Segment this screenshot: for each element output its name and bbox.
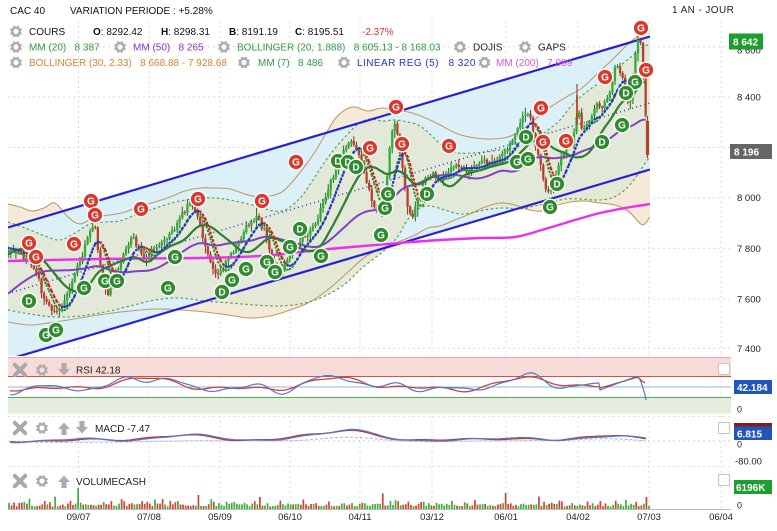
- svg-text:G: G: [562, 137, 570, 148]
- svg-text:-80.00: -80.00: [735, 457, 762, 468]
- svg-text:05/09: 05/09: [208, 512, 232, 523]
- svg-text:D: D: [423, 190, 430, 201]
- svg-text:G: G: [52, 326, 60, 337]
- svg-text:09/07: 09/07: [67, 512, 91, 523]
- svg-text:04/11: 04/11: [348, 512, 371, 523]
- svg-text:G: G: [70, 240, 78, 251]
- svg-text:G: G: [80, 284, 88, 295]
- svg-text:G: G: [366, 144, 374, 155]
- svg-text:MM (7) 8 486: MM (7) 8 486: [258, 58, 323, 69]
- svg-text:04/02: 04/02: [566, 512, 590, 523]
- svg-text:07/08: 07/08: [137, 512, 161, 523]
- svg-text:G: G: [377, 231, 385, 242]
- svg-text:G: G: [392, 103, 400, 114]
- svg-text:1 AN - JOUR: 1 AN - JOUR: [672, 5, 734, 16]
- svg-text:DOJIS: DOJIS: [473, 43, 503, 54]
- svg-text:GAPS: GAPS: [538, 43, 566, 54]
- svg-text:D: D: [218, 288, 225, 299]
- svg-text:8 196: 8 196: [734, 148, 759, 159]
- svg-text:G: G: [228, 276, 236, 287]
- svg-text:LINEAR REG (5) 8 320: LINEAR REG (5) 8 320: [357, 58, 476, 69]
- svg-text:0: 0: [737, 501, 742, 511]
- svg-text:D: D: [598, 138, 605, 149]
- svg-text:G: G: [258, 197, 266, 208]
- svg-text:03/12: 03/12: [420, 512, 444, 523]
- svg-text:7 400: 7 400: [737, 344, 761, 355]
- svg-text:G: G: [631, 78, 639, 89]
- svg-text:06/01: 06/01: [494, 512, 518, 523]
- svg-text:D: D: [296, 225, 303, 236]
- svg-text:G: G: [271, 268, 279, 279]
- svg-text:-2.37%: -2.37%: [362, 27, 394, 38]
- svg-text:06/10: 06/10: [278, 512, 302, 523]
- svg-text:8 400: 8 400: [737, 92, 761, 103]
- svg-text:42.184: 42.184: [737, 383, 768, 394]
- svg-text:MM (50) 8 265: MM (50) 8 265: [133, 43, 204, 54]
- svg-text:06/04: 06/04: [709, 512, 733, 523]
- svg-text:G: G: [317, 252, 325, 263]
- svg-text:MM (20) 8 387: MM (20) 8 387: [29, 43, 100, 54]
- svg-text:G: G: [32, 253, 40, 264]
- svg-text:G: G: [137, 205, 145, 216]
- svg-text:6196K: 6196K: [736, 483, 766, 494]
- svg-text:BOLLINGER (20, 1.888) 8 605.: BOLLINGER (20, 1.888) 8 605.13 - 8 168.0…: [237, 43, 441, 54]
- svg-text:0: 0: [737, 405, 742, 415]
- svg-text:D: D: [25, 297, 32, 308]
- svg-text:VARIATION PERIODE : +5.28%: VARIATION PERIODE : +5.28%: [70, 6, 213, 17]
- svg-text:G: G: [539, 138, 547, 149]
- svg-text:G: G: [171, 253, 179, 264]
- svg-text:7 800: 7 800: [737, 244, 761, 255]
- svg-text:G: G: [87, 197, 95, 208]
- svg-text:H: 8298.31: H: 8298.31: [161, 27, 210, 38]
- svg-text:G: G: [398, 140, 406, 151]
- svg-text:7 600: 7 600: [737, 294, 761, 305]
- svg-text:G: G: [91, 211, 99, 222]
- svg-text:G: G: [546, 203, 554, 214]
- svg-text:G: G: [601, 73, 609, 84]
- svg-text:G: G: [381, 204, 389, 215]
- svg-text:C: 8195.51: C: 8195.51: [295, 27, 344, 38]
- svg-text:G: G: [25, 239, 33, 250]
- svg-text:G: G: [113, 277, 121, 288]
- svg-text:G: G: [242, 265, 250, 276]
- svg-text:G: G: [537, 104, 545, 115]
- svg-text:07/03: 07/03: [637, 512, 661, 523]
- svg-text:G: G: [292, 158, 300, 169]
- svg-text:B: 8191.19: B: 8191.19: [229, 27, 278, 38]
- svg-text:O: 8292.42: O: 8292.42: [93, 27, 143, 38]
- svg-text:G: G: [164, 284, 172, 295]
- svg-text:0: 0: [737, 440, 742, 450]
- svg-text:G: G: [445, 142, 453, 153]
- svg-text:8 642: 8 642: [733, 38, 758, 49]
- svg-text:BOLLINGER (30, 2.33) 8 668.8: BOLLINGER (30, 2.33) 8 668.88 - 7 928.68: [29, 58, 227, 69]
- svg-text:VOLUMECASH: VOLUMECASH: [76, 477, 146, 488]
- svg-text:8 000: 8 000: [737, 193, 761, 204]
- svg-text:G: G: [101, 277, 109, 288]
- svg-text:MM (200) 7 989: MM (200) 7 989: [496, 58, 573, 69]
- svg-text:RSI 42.18: RSI 42.18: [76, 366, 121, 377]
- svg-text:D: D: [622, 89, 629, 100]
- svg-text:D: D: [352, 163, 359, 174]
- svg-text:D: D: [553, 180, 560, 191]
- svg-text:G: G: [642, 66, 650, 77]
- svg-text:G: G: [384, 190, 392, 201]
- svg-text:D: D: [522, 133, 529, 144]
- svg-text:G: G: [618, 121, 626, 132]
- svg-text:G: G: [286, 243, 294, 254]
- svg-text:G: G: [524, 155, 532, 166]
- svg-text:MACD -7.47: MACD -7.47: [95, 424, 150, 435]
- svg-text:CAC 40: CAC 40: [10, 6, 45, 17]
- svg-text:G: G: [637, 24, 645, 35]
- svg-text:G: G: [194, 195, 202, 206]
- svg-text:COURS: COURS: [29, 27, 65, 38]
